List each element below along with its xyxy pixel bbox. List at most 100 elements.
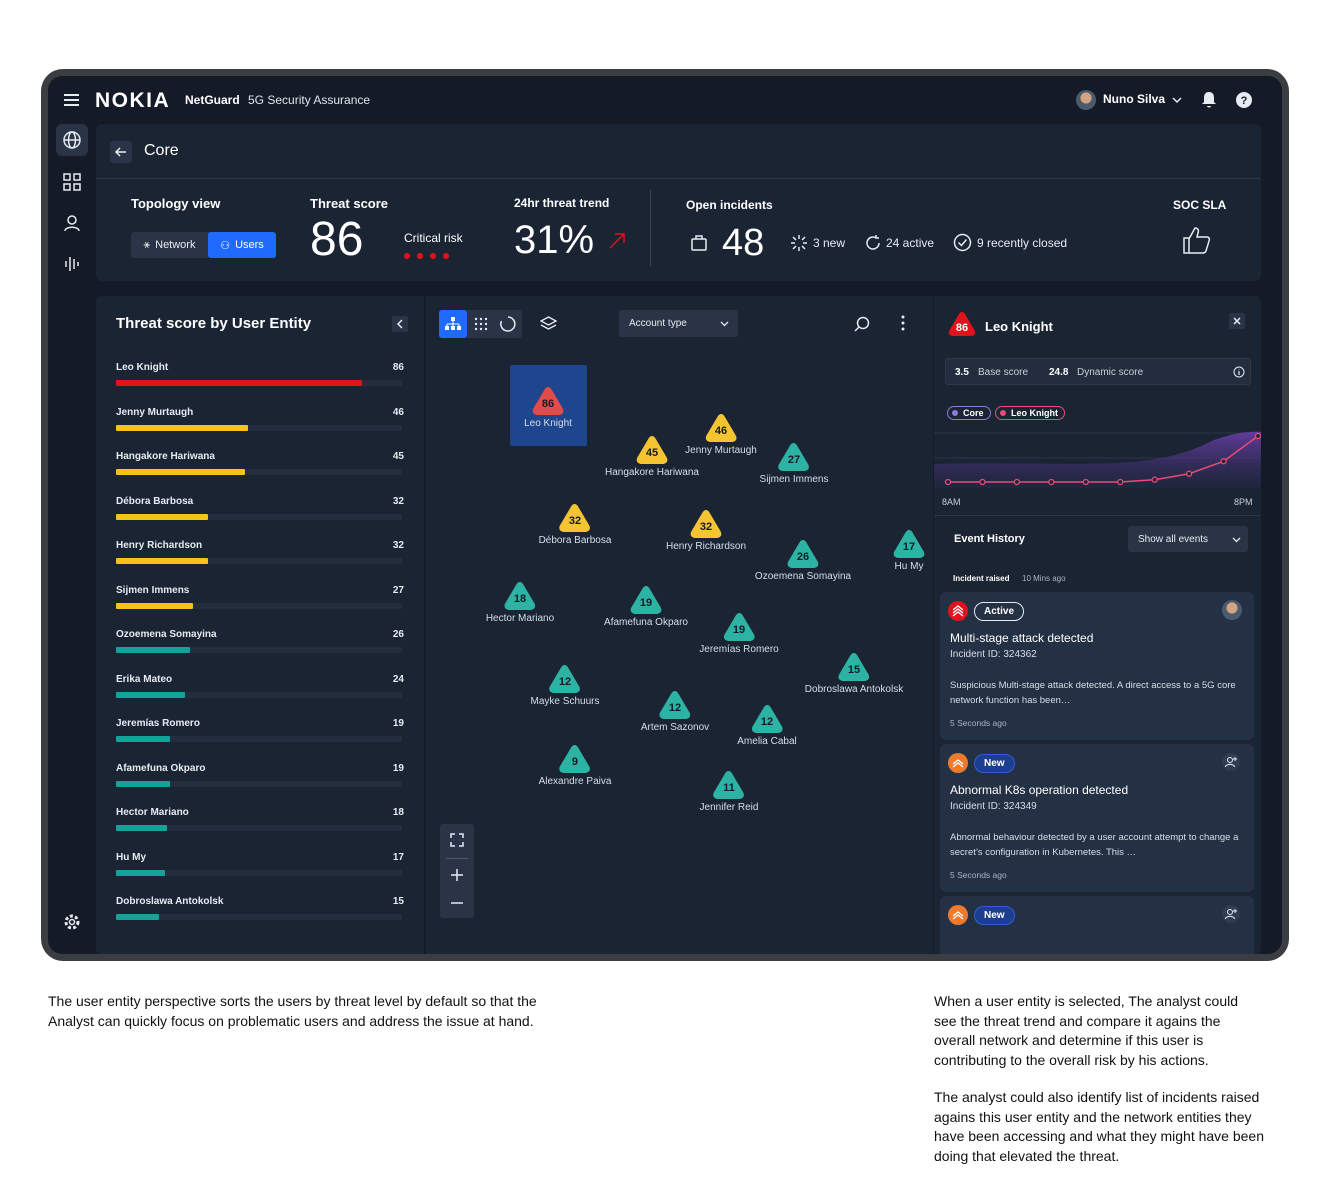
- incident-raised-label: Incident raised: [953, 574, 1010, 583]
- incident-card[interactable]: Active Multi-stage attack detected Incid…: [940, 592, 1254, 740]
- help-icon[interactable]: ?: [1236, 92, 1252, 108]
- node-label: Henry Richardson: [665, 541, 747, 552]
- hierarchy-icon[interactable]: [439, 310, 467, 338]
- list-item[interactable]: Hector Mariano 18: [96, 805, 424, 845]
- user-icon[interactable]: [56, 207, 88, 239]
- critical-severity-icon: [948, 601, 968, 621]
- threat-badge: 12: [548, 664, 582, 694]
- event-filter-dropdown[interactable]: Show all events: [1128, 526, 1248, 552]
- activity-icon[interactable]: [56, 248, 88, 280]
- entity-score: 46: [392, 406, 404, 418]
- users-toggle[interactable]: ⚇ Users: [208, 232, 276, 258]
- users-icon: ⚇: [220, 239, 231, 252]
- back-arrow-icon[interactable]: [110, 141, 132, 163]
- list-item[interactable]: Dobroslawa Antokolsk 15: [96, 894, 424, 934]
- fullscreen-icon[interactable]: [450, 833, 464, 847]
- incident-time: 5 Seconds ago: [950, 870, 1007, 880]
- divider: [96, 178, 1261, 179]
- threat-badge: 19: [722, 612, 756, 642]
- threat-badge: 46: [704, 413, 738, 443]
- radial-icon[interactable]: [494, 310, 522, 338]
- graph-node[interactable]: 15 Dobroslawa Antokolsk: [805, 652, 903, 695]
- network-toggle[interactable]: ⚹ Network: [131, 232, 208, 258]
- trend-point: [1220, 458, 1227, 465]
- risk-dots: [404, 253, 449, 259]
- tag-core-label: Core: [963, 408, 984, 418]
- graph-node[interactable]: 12 Artem Sazonov: [641, 690, 709, 733]
- graph-node[interactable]: 45 Hangakore Hariwana: [605, 435, 699, 478]
- graph-node[interactable]: 18 Hector Mariano: [486, 581, 554, 624]
- graph-node[interactable]: 27 Sijmen Immens: [760, 442, 828, 485]
- dashboard-icon[interactable]: [56, 166, 88, 198]
- graph-node[interactable]: 11 Jennifer Reid: [700, 770, 758, 813]
- graph-node[interactable]: 12 Amelia Cabal: [737, 704, 797, 747]
- graph-node[interactable]: 86 Leo Knight: [524, 386, 572, 429]
- list-item[interactable]: Débora Barbosa 32: [96, 494, 424, 534]
- score-bar: [116, 736, 171, 742]
- zoom-out-icon[interactable]: [450, 896, 464, 910]
- detail-panel: 86 Leo Knight 3.5 Base score 24.8 Dynami…: [934, 296, 1261, 954]
- assignee-avatar[interactable]: [1222, 600, 1242, 620]
- account-type-dropdown[interactable]: Account type: [619, 310, 738, 337]
- threat-badge: 19: [629, 585, 663, 615]
- zoom-in-icon[interactable]: [450, 868, 464, 882]
- tag-core[interactable]: Core: [947, 406, 991, 420]
- node-label: Leo Knight: [524, 418, 572, 429]
- grid-icon[interactable]: [467, 310, 494, 338]
- score-bar-track: [116, 647, 402, 653]
- node-score: 26: [796, 551, 810, 563]
- list-item[interactable]: Erika Mateo 24: [96, 672, 424, 712]
- incident-card[interactable]: New Abnormal K8s operation detected Inci…: [940, 744, 1254, 892]
- graph-node[interactable]: 17 Hu My: [892, 529, 926, 572]
- node-score: 15: [847, 664, 861, 676]
- list-item[interactable]: Sijmen Immens 27: [96, 583, 424, 623]
- collapse-icon[interactable]: [392, 316, 408, 332]
- user-name[interactable]: Nuno Silva: [1103, 92, 1166, 106]
- more-vertical-icon[interactable]: [901, 315, 905, 331]
- threat-badge: 18: [503, 581, 537, 611]
- check-circle-icon: [953, 233, 972, 252]
- search-icon[interactable]: [854, 316, 870, 332]
- close-icon[interactable]: [1229, 313, 1245, 329]
- info-icon[interactable]: [1233, 366, 1245, 378]
- score-bar: [116, 469, 245, 475]
- graph-node[interactable]: 46 Jenny Murtaugh: [685, 413, 757, 456]
- list-item[interactable]: Leo Knight 86: [96, 360, 424, 400]
- threat-badge: 11: [712, 770, 746, 800]
- assign-user-icon[interactable]: [1222, 905, 1240, 923]
- list-item[interactable]: Hangakore Hariwana 45: [96, 449, 424, 489]
- time-start: 8AM: [942, 497, 961, 507]
- chevron-down-icon[interactable]: [1172, 96, 1182, 104]
- new-count: 3 new: [813, 236, 846, 250]
- detail-name: Leo Knight: [985, 319, 1053, 334]
- list-item[interactable]: Jeremías Romero 19: [96, 716, 424, 756]
- graph-node[interactable]: 32 Débora Barbosa: [539, 503, 611, 546]
- tag-user-label: Leo Knight: [1011, 408, 1058, 418]
- annotation-left: The user entity perspective sorts the us…: [48, 993, 537, 1029]
- incident-card[interactable]: New: [940, 896, 1254, 954]
- list-item[interactable]: Jenny Murtaugh 46: [96, 405, 424, 445]
- assign-user-icon[interactable]: [1222, 753, 1240, 771]
- zoom-controls: [440, 824, 474, 918]
- graph-node[interactable]: 9 Alexandre Paiva: [539, 744, 611, 787]
- list-item[interactable]: Afamefuna Okparo 19: [96, 761, 424, 801]
- user-avatar[interactable]: [1076, 90, 1096, 110]
- list-item[interactable]: Henry Richardson 32: [96, 538, 424, 578]
- graph-node[interactable]: 19 Jeremías Romero: [699, 612, 779, 655]
- graph-node[interactable]: 26 Ozoemena Somayina: [755, 539, 851, 582]
- node-label: Hangakore Hariwana: [605, 467, 699, 478]
- score-bar: [116, 380, 362, 386]
- graph-node[interactable]: 12 Mayke Schuurs: [531, 664, 599, 707]
- settings-icon[interactable]: [56, 906, 88, 938]
- entity-score: 32: [392, 495, 404, 507]
- graph-node[interactable]: 32 Henry Richardson: [666, 509, 746, 552]
- graph-node[interactable]: 19 Afamefuna Okparo: [604, 585, 688, 628]
- node-score: 27: [787, 454, 801, 466]
- bell-icon[interactable]: [1201, 91, 1217, 109]
- globe-icon[interactable]: [56, 124, 88, 156]
- tag-user[interactable]: Leo Knight: [995, 406, 1065, 420]
- menu-icon[interactable]: [64, 94, 79, 106]
- list-item[interactable]: Ozoemena Somayina 26: [96, 627, 424, 667]
- layers-icon[interactable]: [540, 316, 557, 332]
- list-item[interactable]: Hu My 17: [96, 850, 424, 890]
